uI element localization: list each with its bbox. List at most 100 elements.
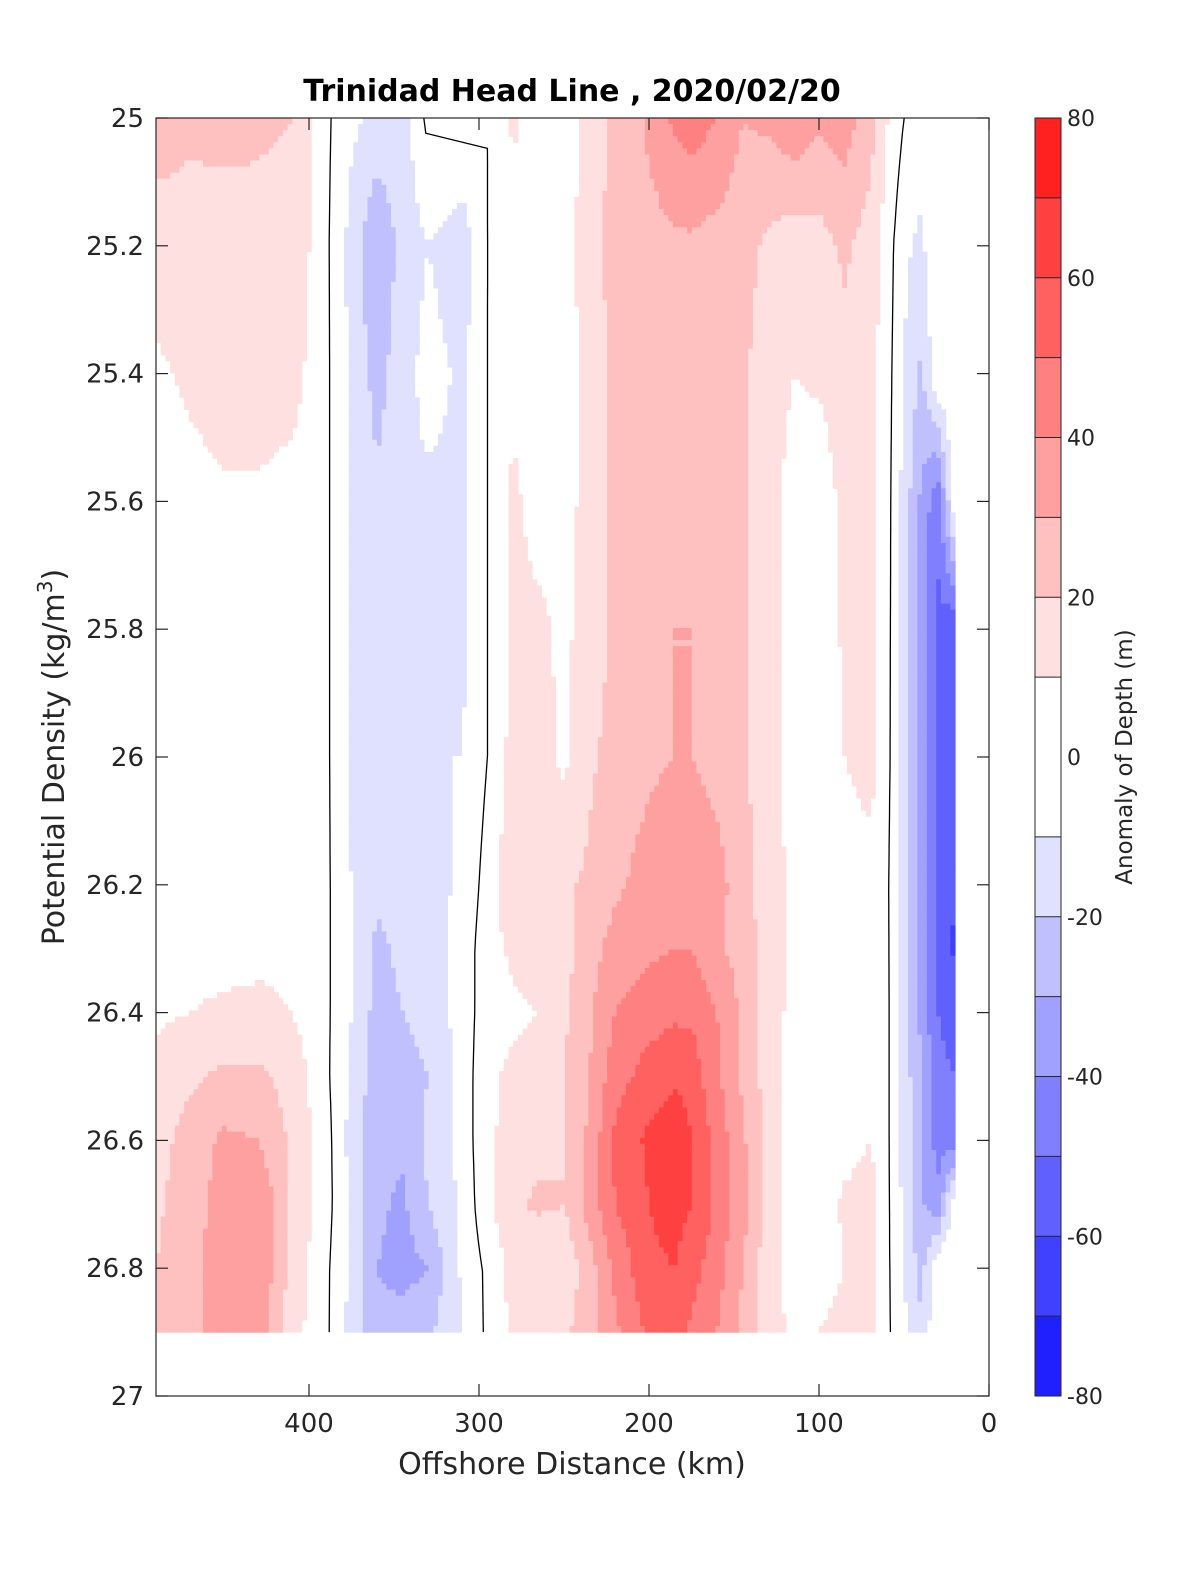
field-cell (221, 124, 228, 131)
field-cell (353, 209, 359, 216)
field-cell (729, 257, 735, 265)
field-cell (682, 124, 688, 131)
field-cell (682, 366, 688, 374)
field-cell (597, 124, 604, 131)
field-cell (663, 251, 669, 259)
field-cell (386, 263, 392, 271)
field-cell (226, 239, 232, 247)
field-cell (353, 227, 359, 234)
field-cell (701, 354, 707, 362)
field-cell (687, 348, 693, 356)
field-cell (282, 360, 289, 368)
field-cell (372, 215, 378, 222)
field-cell (207, 245, 213, 253)
field-cell (682, 196, 688, 204)
field-cell (245, 178, 251, 186)
field-cell (405, 275, 411, 283)
field-cell (658, 318, 665, 325)
field-cell (673, 330, 679, 338)
field-cell (828, 324, 834, 332)
field-cell (673, 196, 679, 204)
field-cell (409, 294, 416, 301)
field-cell (837, 318, 843, 325)
field-cell (447, 251, 453, 259)
field-cell (207, 306, 213, 313)
field-cell (870, 142, 876, 149)
field-cell (762, 154, 768, 162)
field-cell (832, 160, 839, 168)
field-cell (767, 172, 773, 180)
field-cell (912, 312, 918, 319)
field-cell (799, 172, 806, 180)
field-cell (301, 148, 307, 156)
field-cell (278, 142, 284, 149)
field-cell (231, 136, 237, 143)
field-cell (823, 172, 829, 180)
field-cell (245, 300, 251, 307)
field-cell (790, 366, 796, 374)
field-cell (508, 118, 514, 125)
field-cell (818, 221, 824, 228)
field-cell (823, 269, 829, 277)
field-cell (203, 372, 209, 380)
field-cell (362, 172, 369, 180)
field-cell (198, 348, 204, 356)
field-cell (879, 142, 886, 149)
field-cell (926, 342, 933, 350)
field-cell (156, 294, 162, 301)
field-cell (165, 227, 171, 234)
field-cell (738, 184, 745, 192)
field-cell (513, 124, 519, 131)
field-cell (729, 166, 735, 174)
field-cell (170, 184, 176, 192)
field-cell (259, 166, 265, 174)
field-cell (752, 306, 759, 313)
field-cell (715, 209, 721, 216)
field-cell (729, 330, 735, 338)
field-cell (663, 130, 669, 137)
field-cell (654, 257, 660, 265)
field-cell (804, 318, 810, 325)
field-cell (174, 215, 181, 222)
field-cell (776, 196, 782, 204)
field-cell (687, 354, 693, 362)
field-cell (663, 263, 669, 271)
field-cell (367, 148, 373, 156)
field-cell (799, 306, 806, 313)
field-cell (696, 233, 702, 241)
field-cell (809, 166, 815, 174)
field-cell (184, 294, 190, 301)
field-cell (809, 233, 815, 241)
field-cell (461, 342, 467, 350)
field-cell (818, 160, 824, 168)
field-cell (616, 209, 622, 216)
field-cell (687, 148, 693, 156)
field-cell (259, 366, 265, 374)
field-cell (738, 130, 745, 137)
field-cell (715, 354, 721, 362)
field-cell (785, 318, 792, 325)
field-cell (165, 348, 171, 356)
field-cell (240, 342, 246, 350)
field-cell (306, 221, 312, 228)
field-cell (691, 366, 698, 374)
field-cell (588, 257, 594, 265)
field-cell (593, 269, 599, 277)
field-cell (297, 148, 303, 156)
field-cell (818, 209, 824, 216)
field-cell (231, 215, 237, 222)
field-cell (193, 124, 199, 131)
field-cell (865, 257, 871, 265)
field-cell (179, 306, 185, 313)
field-cell (640, 354, 646, 362)
field-cell (174, 202, 181, 210)
field-cell (386, 160, 392, 168)
field-cell (677, 160, 683, 168)
field-cell (734, 330, 740, 338)
field-cell (682, 263, 688, 271)
field-cell (649, 306, 655, 313)
field-cell (922, 251, 928, 259)
field-cell (828, 300, 834, 307)
field-cell (696, 209, 702, 216)
field-cell (851, 160, 857, 168)
